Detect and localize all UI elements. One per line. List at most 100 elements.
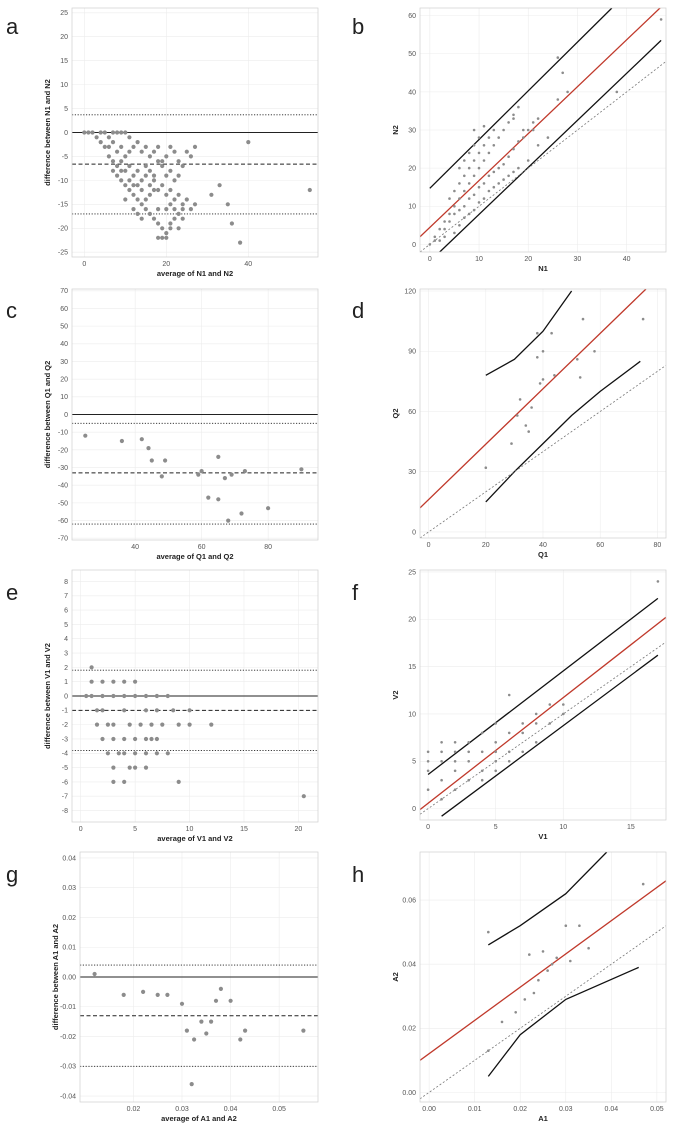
y-tick-label: 20 <box>408 166 416 173</box>
data-point <box>180 163 185 169</box>
data-point <box>546 136 550 139</box>
y-tick-label: 15 <box>60 58 68 65</box>
data-point <box>110 130 116 135</box>
data-point <box>184 149 189 154</box>
data-point <box>172 149 177 154</box>
x-tick-label: 40 <box>131 544 139 551</box>
data-point <box>484 466 488 470</box>
data-point <box>143 207 148 212</box>
data-point <box>528 953 531 956</box>
data-point <box>168 187 173 193</box>
data-point <box>122 736 127 742</box>
data-point <box>164 231 169 236</box>
data-point <box>453 189 456 193</box>
data-point <box>578 924 581 927</box>
data-point <box>492 144 496 147</box>
data-point <box>440 741 443 744</box>
x-tick-label: 0.03 <box>559 1106 573 1113</box>
data-point <box>538 382 542 385</box>
data-point <box>160 163 165 169</box>
data-point <box>426 760 430 763</box>
panel-label: f <box>352 580 359 605</box>
data-point <box>127 178 132 183</box>
data-point <box>151 187 157 193</box>
x-tick-label: 0.05 <box>650 1106 664 1113</box>
data-point <box>180 202 185 207</box>
data-point <box>111 765 116 770</box>
x-tick-label: 0.02 <box>513 1106 527 1113</box>
data-point <box>487 930 490 934</box>
data-point <box>143 693 149 699</box>
data-point <box>426 769 430 773</box>
data-point <box>111 779 116 785</box>
data-point <box>534 712 538 716</box>
data-point <box>122 679 127 684</box>
y-tick-label: 40 <box>60 341 68 348</box>
data-point <box>453 760 457 763</box>
y-tick-label: 20 <box>60 377 68 384</box>
data-point <box>139 202 144 207</box>
data-point <box>143 144 148 149</box>
data-point <box>139 437 144 442</box>
y-tick-label: 5 <box>64 106 68 113</box>
data-point <box>487 174 491 178</box>
data-point <box>127 135 132 140</box>
panel-label: d <box>352 298 364 323</box>
data-point <box>123 130 128 135</box>
data-point <box>531 128 535 132</box>
data-point <box>581 317 585 321</box>
data-point <box>127 187 132 193</box>
data-point <box>656 580 660 583</box>
data-point <box>463 216 466 219</box>
x-tick-label: 20 <box>482 542 490 549</box>
data-point <box>556 56 560 59</box>
line-upper-bound <box>427 597 659 776</box>
data-point <box>122 779 127 785</box>
data-point <box>187 722 192 727</box>
data-point <box>541 350 545 353</box>
data-point <box>467 212 471 216</box>
data-point <box>458 208 461 212</box>
data-point <box>497 136 501 139</box>
data-point <box>512 170 515 174</box>
plot-area <box>80 964 318 1087</box>
data-point <box>225 202 230 207</box>
x-tick-label: 0 <box>79 826 83 833</box>
plot-frame <box>419 7 667 253</box>
x-tick-label: 5 <box>494 824 498 831</box>
x-axis-label: Q1 <box>538 550 548 559</box>
data-point <box>222 476 227 481</box>
data-point <box>482 197 486 200</box>
data-point <box>110 159 116 164</box>
data-point <box>562 712 565 716</box>
data-point <box>467 778 471 782</box>
x-tick-label: 15 <box>240 826 248 833</box>
data-point <box>115 149 120 154</box>
data-point <box>443 227 446 231</box>
y-tick-label: -0.03 <box>60 1064 76 1071</box>
data-point <box>238 240 243 245</box>
data-point <box>467 166 471 170</box>
data-point <box>122 708 127 713</box>
data-point <box>90 130 95 135</box>
x-tick-label: 20 <box>295 826 303 833</box>
data-point <box>477 201 481 204</box>
y-tick-label: 30 <box>408 127 416 134</box>
data-point <box>440 750 443 754</box>
data-point <box>151 149 157 154</box>
data-point <box>143 708 149 713</box>
data-point <box>110 168 116 173</box>
line-upper-bound <box>487 852 608 946</box>
data-point <box>541 378 545 381</box>
data-point <box>458 166 461 170</box>
data-point <box>100 679 105 684</box>
data-point <box>641 317 645 321</box>
data-point <box>477 166 481 170</box>
data-point <box>507 693 511 697</box>
panel-e: e0 5 10 15 20876543210-1-2-3-4-5-6-7-8averag… <box>6 569 319 843</box>
x-tick-label: 40 <box>623 256 631 263</box>
data-point <box>487 136 491 139</box>
data-point <box>133 765 138 770</box>
data-point <box>480 731 484 735</box>
